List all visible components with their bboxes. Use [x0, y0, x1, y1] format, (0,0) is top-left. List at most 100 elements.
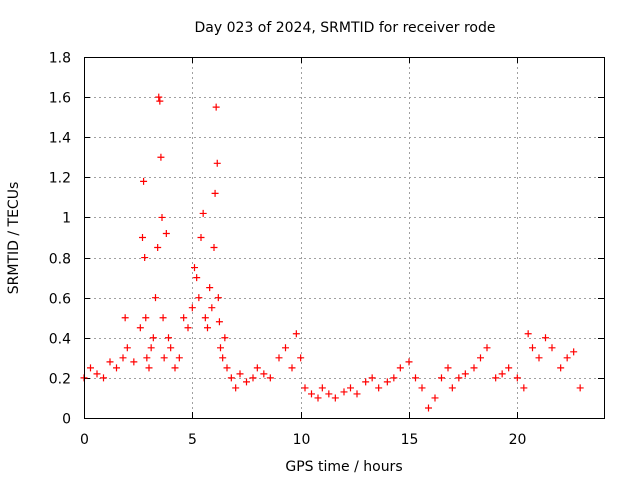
data-point [331, 394, 339, 402]
data-point [147, 344, 155, 352]
data-point [325, 390, 333, 398]
y-tick-label: 0.2 [49, 372, 71, 388]
data-point [318, 384, 326, 392]
data-point [347, 384, 354, 392]
y-tick-label: 1 [62, 211, 71, 227]
data-point [160, 354, 168, 362]
data-point [232, 384, 240, 392]
data-point [570, 348, 578, 356]
data-point [425, 404, 432, 412]
data-point [444, 364, 452, 372]
data-point [215, 318, 223, 326]
data-points [80, 93, 584, 412]
data-point [535, 354, 543, 362]
data-point [130, 358, 138, 366]
data-point [212, 103, 220, 111]
data-point [165, 334, 172, 342]
data-point [253, 364, 261, 372]
data-point [149, 334, 157, 342]
data-point [243, 378, 250, 386]
data-point [249, 374, 257, 382]
data-point [227, 374, 235, 382]
data-point [155, 93, 163, 101]
x-axis-label: GPS time / hours [285, 459, 402, 475]
data-point [211, 189, 219, 197]
grid [84, 57, 604, 418]
data-point [219, 354, 227, 362]
data-point [204, 324, 211, 332]
plot-frame [84, 57, 605, 419]
data-point [542, 334, 549, 342]
data-point [154, 244, 162, 252]
data-point [87, 364, 94, 372]
data-point [505, 364, 513, 372]
data-point [498, 370, 506, 378]
data-point [288, 364, 296, 372]
y-tick-label: 1.4 [49, 131, 71, 147]
data-point [139, 234, 146, 241]
data-point [93, 370, 101, 378]
data-point [158, 213, 166, 221]
data-point [353, 390, 361, 398]
data-point [483, 344, 491, 352]
data-point [221, 334, 229, 342]
data-point [180, 314, 188, 322]
data-point [201, 314, 209, 322]
data-point [292, 330, 300, 338]
data-point [513, 374, 521, 382]
data-point [297, 354, 305, 362]
x-tick-label: 5 [188, 432, 197, 448]
data-point [206, 284, 214, 292]
data-point [145, 364, 153, 372]
data-point [308, 390, 315, 398]
data-point [529, 344, 536, 352]
data-point [136, 324, 144, 332]
data-point [314, 394, 322, 402]
data-point [477, 354, 484, 362]
data-point [563, 354, 571, 362]
data-point [152, 294, 159, 302]
data-point [113, 364, 120, 372]
data-point [461, 370, 469, 378]
data-point [405, 358, 413, 366]
data-point [210, 244, 218, 252]
data-point [195, 294, 203, 302]
data-point [188, 304, 196, 312]
data-point [143, 354, 151, 362]
data-point [100, 374, 107, 382]
data-point [184, 324, 192, 332]
data-point [171, 364, 179, 372]
y-tick-label: 1.6 [49, 91, 71, 107]
data-point [383, 378, 391, 386]
x-tick-label: 15 [401, 432, 419, 448]
data-point [217, 344, 224, 352]
data-point [236, 370, 244, 378]
data-point [431, 394, 439, 402]
data-point [199, 209, 207, 217]
data-point [142, 314, 150, 322]
data-point [340, 388, 348, 396]
data-point [119, 354, 127, 362]
data-point [208, 304, 216, 312]
data-point [375, 384, 383, 392]
data-point [159, 314, 167, 322]
data-point [162, 229, 170, 237]
data-point [520, 384, 528, 392]
data-point [362, 378, 370, 386]
data-point [301, 384, 309, 392]
data-point [140, 177, 148, 185]
data-point [557, 364, 565, 372]
x-tick-label: 0 [80, 432, 89, 448]
data-point [548, 344, 556, 352]
data-point [275, 354, 283, 362]
data-point [260, 370, 268, 378]
data-point [412, 374, 419, 382]
data-point [193, 274, 201, 282]
data-point [157, 153, 165, 161]
data-point [390, 374, 398, 382]
y-tick-label: 0 [62, 412, 71, 428]
data-point [121, 314, 129, 322]
x-tick-label: 10 [293, 432, 311, 448]
data-point [455, 374, 463, 382]
